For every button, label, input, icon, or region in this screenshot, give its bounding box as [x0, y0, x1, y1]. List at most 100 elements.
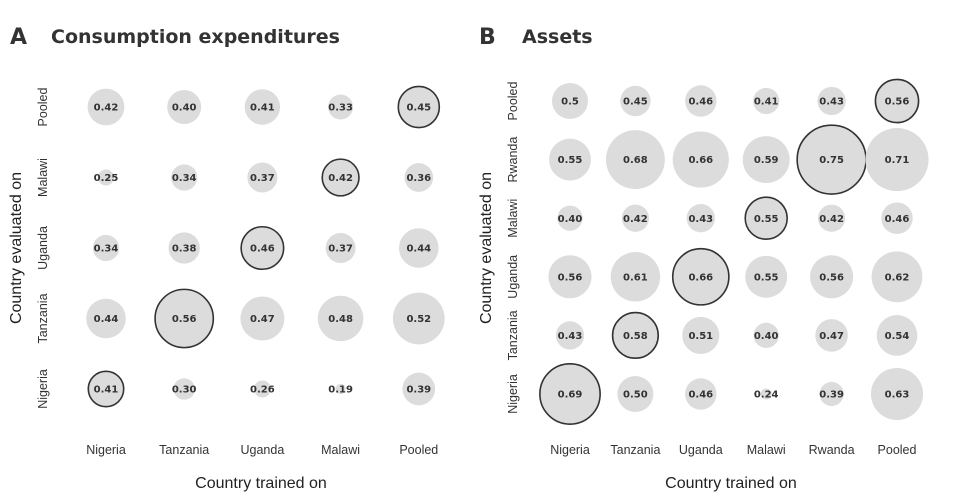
bubble-mark-highlighted — [744, 196, 788, 240]
panel-b-plot: Pooled Rwanda Malawi Uganda Tanzania Nigeria N… — [506, 78, 929, 457]
bubble-mark — [402, 372, 436, 406]
bubble-mark-highlighted — [321, 158, 360, 197]
bubble-mark — [760, 388, 772, 400]
bubble-value-label: 0.42 — [819, 214, 844, 225]
bubble-value-label: 0.5 — [561, 97, 579, 108]
bubble-value-label: 0.56 — [558, 272, 583, 283]
bubble-value-label: 0.71 — [885, 155, 910, 166]
bubble-value-label: 0.34 — [172, 173, 197, 184]
bubble-mark — [240, 296, 285, 341]
bubble-mark-highlighted — [397, 85, 441, 129]
bubble-mark — [865, 128, 929, 192]
bubble-value-label: 0.42 — [328, 173, 353, 184]
cell-malawi-eval-pooled-train: 0.36 — [404, 163, 434, 192]
bubble-value-label: 0.47 — [819, 331, 844, 342]
cell-uganda-eval-malawi-train: 0.55 — [745, 255, 788, 298]
bubble-mark — [610, 252, 661, 302]
bubble-value-label: 0.44 — [94, 314, 119, 325]
panel-b: B Assets Pooled Rwanda Malawi Uganda Tanzani… — [478, 25, 929, 492]
cell-tanzania-eval-pooled-train: 0.52 — [392, 292, 445, 345]
bubble-mark — [817, 86, 846, 116]
cell-malawi-eval-nigeria-train: 0.40 — [557, 205, 583, 231]
bubble-value-label: 0.69 — [558, 390, 583, 401]
x-tick-malawi: Malawi — [747, 443, 786, 457]
panel-a: A Consumption expenditures Pooled Malawi U… — [8, 25, 445, 492]
bubble-mark — [817, 204, 846, 232]
bubble-value-label: 0.40 — [754, 331, 779, 342]
bubble-mark — [549, 138, 591, 181]
bubble-value-label: 0.56 — [819, 272, 844, 283]
bubble-mark — [819, 381, 844, 407]
cell-malawi-eval-tanzania-train: 0.34 — [171, 164, 198, 191]
bubble-value-label: 0.33 — [328, 103, 353, 114]
bubble-mark — [871, 251, 923, 303]
bubble-value-label: 0.37 — [328, 244, 353, 255]
bubble-value-label: 0.59 — [754, 155, 779, 166]
bubble-value-label: 0.56 — [172, 314, 197, 325]
bubble-mark — [742, 136, 790, 184]
bubble-value-label: 0.37 — [250, 173, 275, 184]
cell-pooled-eval-malawi-train: 0.33 — [328, 94, 354, 120]
bubble-mark — [753, 322, 779, 348]
bubble-mark — [168, 232, 200, 264]
x-tick-malawi: Malawi — [321, 443, 360, 457]
panel-b-letter: B — [479, 25, 496, 50]
bubble-value-label: 0.36 — [406, 173, 431, 184]
bubble-value-label: 0.41 — [250, 103, 275, 114]
bubble-mark — [171, 164, 198, 191]
x-tick-nigeria: Nigeria — [86, 443, 126, 457]
cell-uganda-eval-uganda-train: 0.46 — [240, 225, 285, 271]
cell-tanzania-eval-malawi-train: 0.48 — [317, 295, 364, 342]
bubble-value-label: 0.54 — [885, 331, 910, 342]
panel-a-title: Consumption expenditures — [51, 26, 340, 48]
y-tick-malawi: Malawi — [36, 158, 50, 197]
bubble-mark — [399, 228, 439, 268]
bubble-mark-highlighted — [87, 370, 125, 408]
bubble-value-label: 0.39 — [406, 385, 431, 396]
bubble-value-label: 0.41 — [94, 385, 119, 396]
cell-rwanda-eval-rwanda-train: 0.75 — [796, 124, 867, 195]
cell-rwanda-eval-malawi-train: 0.59 — [742, 136, 790, 184]
bubble-mark — [328, 94, 354, 120]
bubble-mark — [870, 367, 924, 421]
bubble-value-label: 0.43 — [558, 331, 583, 342]
x-tick-nigeria: Nigeria — [550, 443, 590, 457]
cell-uganda-eval-tanzania-train: 0.38 — [168, 232, 200, 264]
cell-uganda-eval-tanzania-train: 0.61 — [610, 252, 661, 302]
cell-nigeria-eval-malawi-train: 0.24 — [754, 388, 779, 401]
bubble-value-label: 0.45 — [406, 103, 431, 114]
bubble-value-label: 0.26 — [250, 385, 275, 396]
x-tick-uganda: Uganda — [241, 443, 285, 457]
bubble-mark — [617, 376, 654, 412]
bubble-value-label: 0.19 — [328, 385, 353, 396]
bubble-value-label: 0.40 — [172, 103, 197, 114]
bubble-value-label: 0.46 — [688, 97, 713, 108]
bubble-value-label: 0.47 — [250, 314, 275, 325]
y-tick-nigeria: Nigeria — [36, 369, 50, 409]
cell-malawi-eval-malawi-train: 0.55 — [744, 196, 788, 240]
bubble-value-label: 0.63 — [885, 390, 910, 401]
bubble-mark — [548, 255, 592, 299]
cell-tanzania-eval-tanzania-train: 0.58 — [611, 311, 660, 360]
bubble-value-label: 0.50 — [623, 390, 648, 401]
x-tick-pooled: Pooled — [878, 443, 917, 457]
bubble-mark-highlighted — [874, 78, 920, 124]
bubble-value-label: 0.45 — [623, 97, 648, 108]
y-tick-nigeria: Nigeria — [506, 374, 520, 414]
cell-malawi-eval-rwanda-train: 0.42 — [817, 204, 846, 232]
bubble-value-label: 0.34 — [94, 244, 119, 255]
bubble-value-label: 0.46 — [688, 390, 713, 401]
cell-uganda-eval-pooled-train: 0.44 — [399, 228, 439, 268]
cell-tanzania-eval-tanzania-train: 0.56 — [154, 288, 215, 349]
bubble-mark-highlighted — [611, 311, 660, 360]
cell-tanzania-eval-uganda-train: 0.51 — [682, 316, 720, 354]
cell-nigeria-eval-uganda-train: 0.46 — [685, 378, 717, 410]
cell-pooled-eval-nigeria-train: 0.42 — [87, 88, 125, 126]
cell-malawi-eval-uganda-train: 0.37 — [247, 162, 278, 193]
bubble-mark — [97, 169, 115, 186]
bubble-value-label: 0.55 — [754, 272, 779, 283]
y-tick-uganda: Uganda — [506, 255, 520, 299]
cell-pooled-eval-pooled-train: 0.56 — [874, 78, 920, 124]
cell-uganda-eval-nigeria-train: 0.56 — [548, 255, 592, 299]
bubble-value-label: 0.66 — [688, 272, 713, 283]
